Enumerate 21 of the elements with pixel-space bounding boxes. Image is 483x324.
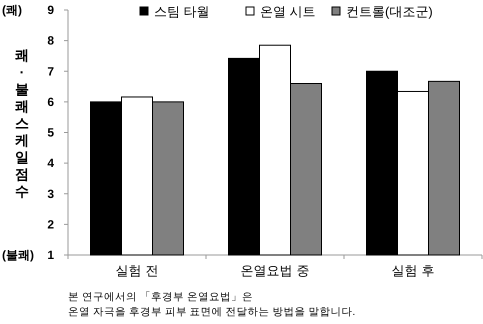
legend-item: 컨트롤(대조군) [332, 4, 433, 19]
y-tick-label: 3 [47, 186, 54, 201]
x-tick-label: 온열요법 중 [240, 263, 310, 278]
y-tick-label: 1 [47, 248, 54, 262]
y-tick-label: 9 [47, 3, 54, 17]
x-tick-label: 실험 후 [392, 263, 434, 278]
text: 본 연구에서의 「후경부 온열요법」은 온열 자극을 후경부 피부 표면에 전달하는 방법을 말합니다. [68, 291, 356, 318]
y-tick-label: 7 [47, 64, 54, 78]
y-tick-label: 4 [47, 156, 54, 170]
text: (쾌) [2, 3, 22, 17]
y-tick-label: 8 [47, 34, 54, 48]
legend-label: 스팀 타월 [154, 4, 210, 19]
y-tick-label: 2 [47, 217, 54, 232]
y-tick-label: 5 [47, 126, 54, 140]
legend-item: 스팀 타월 [140, 4, 210, 19]
y-tick-label: 6 [47, 94, 54, 109]
legend-item: 온열 시트 [246, 4, 316, 19]
text: 쾌·불쾌 스케일 점수 [15, 47, 29, 199]
legend-label: 온열 시트 [260, 4, 316, 19]
x-tick-label: 실험 전 [116, 263, 158, 278]
text: (불쾌) [2, 248, 34, 262]
